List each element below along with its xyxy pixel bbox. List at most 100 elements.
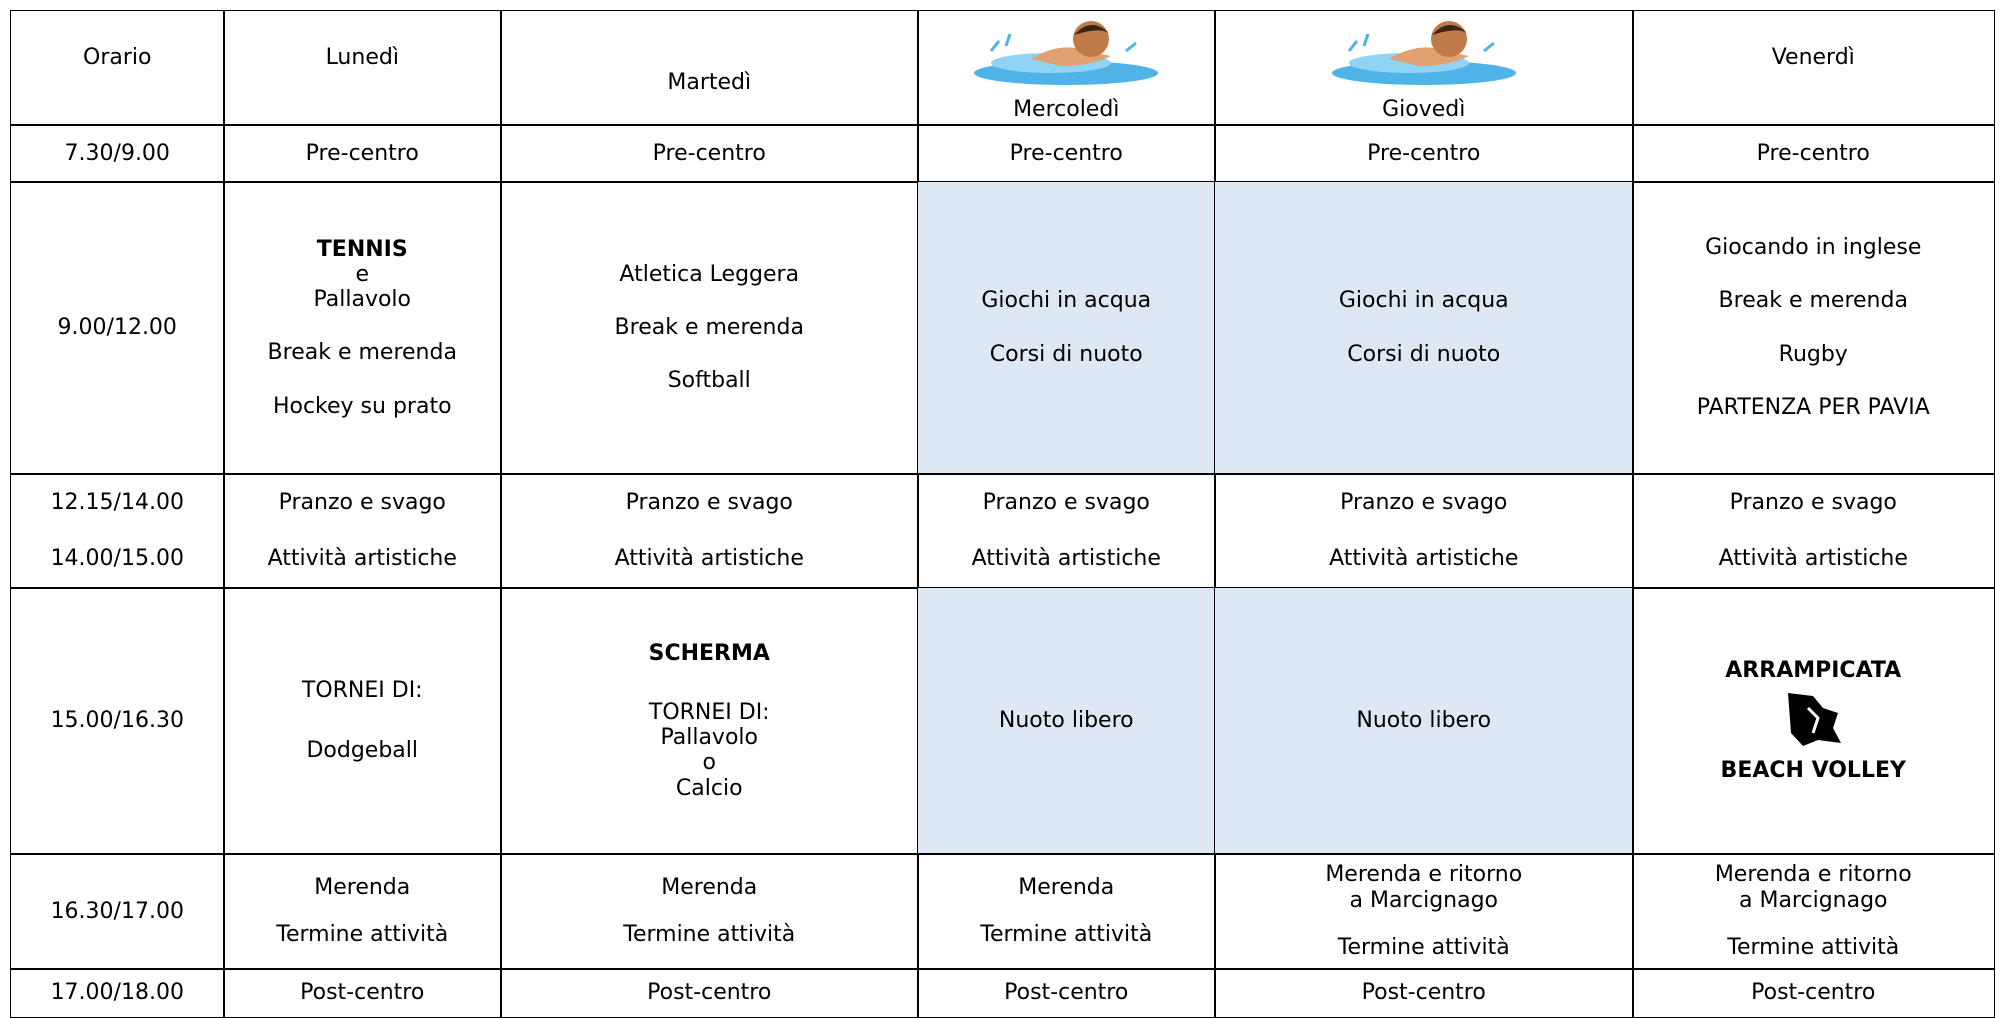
cell-text: Post-centro <box>300 980 425 1006</box>
header-cell: Lunedì <box>223 10 502 126</box>
cell-text: Merenda e ritorno <box>1325 862 1523 888</box>
cell-group: Corsi di nuoto <box>990 342 1143 367</box>
table-cell: Atletica Leggera Break e merenda Softball <box>500 181 919 475</box>
cell-group: Merenda e ritorno a Marcignago <box>1715 862 1912 913</box>
cell-group: Pre-centro <box>653 141 766 166</box>
cell-group: Attività artistiche <box>1719 546 1908 571</box>
table-cell: SCHERMA TORNEI DI: Pallavolo o Calcio <box>500 587 919 855</box>
cell-group: Pranzo e svago <box>279 490 446 515</box>
cell-text: Pranzo e svago <box>278 490 446 516</box>
cell-group: 14.00/15.00 <box>51 546 184 571</box>
table-cell: Pre-centro <box>500 124 919 183</box>
cell-group: Dodgeball <box>306 738 418 763</box>
cell-text: 17.00/18.00 <box>50 980 184 1006</box>
cell-group: 15.00/16.30 <box>51 708 184 733</box>
cell-text: Pre-centro <box>1367 140 1481 166</box>
cell-text: e <box>355 261 370 287</box>
cell-text: TORNEI DI: <box>648 699 770 725</box>
time-cell: 7.30/9.00 <box>10 124 225 183</box>
table-cell: Merenda Termine attività <box>917 853 1216 970</box>
cell-text: Merenda <box>661 874 758 900</box>
cell-text: Break e merenda <box>614 315 804 341</box>
table-cell: Pranzo e svago Attività artistiche <box>223 473 502 589</box>
cell-group: Attività artistiche <box>615 546 804 571</box>
cell-group: Atletica Leggera <box>619 262 799 287</box>
cell-group: Termine attività <box>980 922 1152 947</box>
cell-text: Pre-centro <box>1756 140 1870 166</box>
cell-text: Attività artistiche <box>1329 545 1519 571</box>
time-cell: 15.00/16.30 <box>10 587 225 855</box>
cell-text: Calcio <box>675 775 743 801</box>
cell-group: Post-centro <box>1004 980 1128 1005</box>
cell-group: Pre-centro <box>1010 141 1123 166</box>
cell-group: Merenda <box>1018 875 1114 900</box>
cell-group: Merenda <box>314 875 410 900</box>
cell-text: Pranzo e svago <box>1340 490 1508 516</box>
cell-group: Pre-centro <box>1757 141 1870 166</box>
header-text: Martedì <box>667 70 752 96</box>
cell-text: Pranzo e svago <box>625 490 793 516</box>
cell-text: 7.30/9.00 <box>64 140 170 166</box>
cell-text: Break e merenda <box>267 340 457 366</box>
cell-text: Attività artistiche <box>614 545 804 571</box>
header-text: Giovedì <box>1382 97 1466 123</box>
cell-text: Post-centro <box>1004 980 1129 1006</box>
cell-group: TORNEI DI: <box>302 678 423 703</box>
cell-group: TORNEI DI: Pallavolo o Calcio <box>649 700 770 801</box>
cell-text: 16.30/17.00 <box>50 898 184 924</box>
cell-group: SCHERMA <box>649 641 770 666</box>
cell-text: Attività artistiche <box>1718 545 1908 571</box>
table-cell: Post-centro <box>500 968 919 1018</box>
header-cell: Martedì <box>500 10 919 126</box>
cell-group: PARTENZA PER PAVIA <box>1697 395 1930 420</box>
cell-group: Nuoto libero <box>999 708 1134 733</box>
cell-group: Termine attività <box>623 922 795 947</box>
table-cell: Pranzo e svago Attività artistiche <box>500 473 919 589</box>
cell-group: 12.15/14.00 <box>51 490 184 515</box>
cell-group: Break e merenda <box>615 315 804 340</box>
cell-group: Post-centro <box>1751 980 1875 1005</box>
cell-text: Termine attività <box>1337 934 1510 960</box>
cell-group: ARRAMPICATA <box>1725 658 1901 683</box>
swimmer-icon <box>1329 11 1519 97</box>
cell-group: Termine attività <box>1338 935 1510 960</box>
cell-text: Merenda e ritorno <box>1714 862 1912 888</box>
header-text: Mercoledì <box>1013 97 1120 123</box>
cell-group: Merenda e ritorno a Marcignago <box>1325 862 1522 913</box>
cell-text: Termine attività <box>1727 934 1900 960</box>
table-cell: TENNIS e Pallavolo Break e merenda Hockey su… <box>223 181 502 475</box>
cell-text: BEACH VOLLEY <box>1720 757 1906 783</box>
header-text: Lunedì <box>325 45 399 71</box>
cell-text: 14.00/15.00 <box>50 545 184 571</box>
cell-group: Pranzo e svago <box>983 490 1150 515</box>
cell-group: 17.00/18.00 <box>51 980 184 1005</box>
header-text: Orario <box>83 45 152 71</box>
cell-text: 15.00/16.30 <box>50 708 184 734</box>
cell-text: Giochi in acqua <box>1338 288 1509 314</box>
cell-group: 16.30/17.00 <box>51 899 184 924</box>
cell-group: Nuoto libero <box>1356 708 1491 733</box>
cell-text: Giocando in inglese <box>1705 235 1922 261</box>
table-cell: Post-centro <box>1632 968 1995 1018</box>
cell-group: TENNIS e Pallavolo <box>313 237 411 313</box>
cell-group: Termine attività <box>1727 935 1899 960</box>
cell-text: Merenda <box>1018 874 1115 900</box>
cell-group: 7.30/9.00 <box>65 141 170 166</box>
cell-text: Post-centro <box>1751 980 1876 1006</box>
cell-group: Giochi in acqua <box>981 288 1151 313</box>
cell-text: o <box>702 750 716 776</box>
table-cell: Merenda e ritorno a Marcignago Termine att… <box>1214 853 1634 970</box>
header-cell: Venerdì <box>1632 10 1995 126</box>
table-cell: Post-centro <box>1214 968 1634 1018</box>
cell-group: Pre-centro <box>306 141 419 166</box>
table-cell: Nuoto libero <box>1214 587 1634 855</box>
cell-text: Pre-centro <box>305 140 419 166</box>
table-cell: Pre-centro <box>223 124 502 183</box>
header-text: Venerdì <box>1771 45 1855 71</box>
cell-text: TENNIS <box>316 236 408 262</box>
cell-text: Giochi in acqua <box>981 288 1152 314</box>
cell-group: Attività artistiche <box>268 546 457 571</box>
cell-group: Post-centro <box>647 980 771 1005</box>
table-cell: Pranzo e svago Attività artistiche <box>1632 473 1995 589</box>
